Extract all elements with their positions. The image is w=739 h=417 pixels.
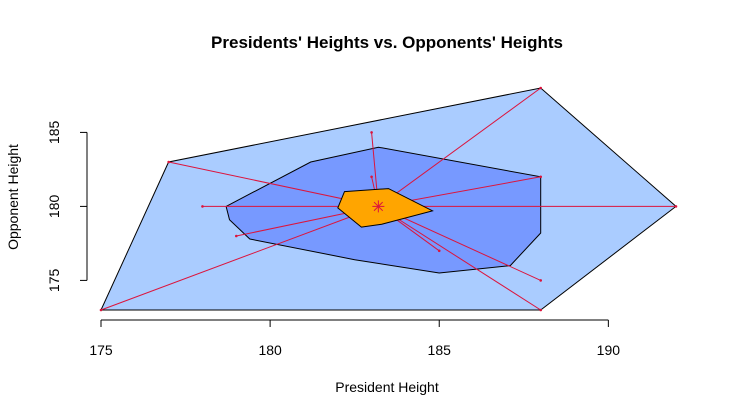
- ray-7: [378, 87, 542, 207]
- x-axis-label: President Height: [335, 379, 439, 395]
- data-point-10: [539, 308, 543, 312]
- x-tick-label: 175: [89, 342, 113, 358]
- center-marker: [372, 200, 385, 213]
- median-region: [337, 188, 434, 228]
- data-point-8: [539, 175, 543, 179]
- data-point-1: [167, 160, 170, 164]
- x-tick-label: 180: [258, 342, 282, 358]
- ray-9: [378, 205, 541, 281]
- data-point-6: [437, 249, 441, 253]
- data-point-11: [674, 205, 678, 208]
- data-point-2: [201, 205, 204, 208]
- ray-0: [100, 205, 379, 311]
- axes-layer: 175 180 185 190 175 180 185: [46, 121, 620, 358]
- data-point-0: [99, 308, 103, 312]
- y-tick-label: 180: [46, 195, 62, 219]
- y-tick-label: 175: [46, 269, 62, 293]
- data-point-4: [370, 175, 373, 179]
- ray-10: [378, 205, 541, 311]
- data-point-9: [539, 279, 543, 282]
- x-tick-label: 190: [597, 342, 621, 358]
- y-tick-label: 185: [46, 121, 62, 145]
- median-layer: [337, 188, 434, 228]
- chart-title: Presidents' Heights vs. Opponents' Heigh…: [211, 33, 563, 52]
- y-axis-label: Opponent Height: [5, 144, 21, 250]
- x-tick-label: 185: [428, 342, 452, 358]
- data-point-7: [539, 86, 543, 90]
- point-layer: [99, 86, 678, 312]
- data-point-3: [234, 234, 238, 238]
- data-point-5: [370, 131, 373, 134]
